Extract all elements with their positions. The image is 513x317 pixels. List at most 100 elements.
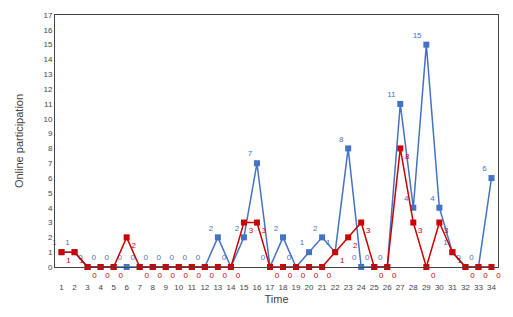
svg-text:4: 4 <box>404 194 409 203</box>
svg-text:3: 3 <box>262 226 267 235</box>
svg-text:25: 25 <box>370 283 379 292</box>
svg-text:1: 1 <box>300 238 305 247</box>
svg-text:24: 24 <box>357 283 366 292</box>
svg-text:15: 15 <box>43 40 52 49</box>
svg-text:0: 0 <box>301 271 306 280</box>
svg-text:0: 0 <box>183 253 188 262</box>
svg-text:6: 6 <box>124 283 129 292</box>
svg-text:8: 8 <box>150 283 155 292</box>
svg-text:20: 20 <box>305 283 314 292</box>
svg-text:0: 0 <box>171 271 176 280</box>
svg-text:4: 4 <box>430 194 435 203</box>
svg-text:4: 4 <box>48 204 53 213</box>
svg-text:1: 1 <box>48 248 53 257</box>
svg-text:0: 0 <box>48 263 53 272</box>
svg-text:3: 3 <box>85 283 90 292</box>
svg-text:1: 1 <box>52 238 57 247</box>
svg-text:8: 8 <box>405 152 410 161</box>
svg-text:21: 21 <box>318 283 327 292</box>
svg-text:11: 11 <box>44 100 53 109</box>
svg-text:5: 5 <box>111 283 116 292</box>
svg-text:17: 17 <box>43 11 52 20</box>
svg-text:0: 0 <box>78 253 83 262</box>
svg-text:0: 0 <box>197 271 202 280</box>
svg-text:31: 31 <box>448 283 457 292</box>
svg-text:0: 0 <box>91 253 96 262</box>
svg-text:0: 0 <box>314 271 319 280</box>
svg-text:1: 1 <box>443 238 448 247</box>
svg-text:3: 3 <box>444 226 449 235</box>
svg-text:0: 0 <box>379 271 384 280</box>
svg-text:0: 0 <box>223 271 228 280</box>
svg-text:0: 0 <box>92 271 97 280</box>
svg-text:0: 0 <box>184 271 189 280</box>
svg-text:2: 2 <box>353 241 358 250</box>
svg-text:8: 8 <box>339 135 344 144</box>
svg-text:16: 16 <box>43 26 52 35</box>
svg-text:16: 16 <box>253 283 262 292</box>
svg-text:14: 14 <box>226 283 235 292</box>
svg-text:3: 3 <box>366 226 371 235</box>
svg-text:7: 7 <box>248 149 253 158</box>
svg-text:15: 15 <box>239 283 248 292</box>
svg-text:0: 0 <box>288 271 293 280</box>
svg-text:2: 2 <box>274 224 279 233</box>
svg-text:26: 26 <box>383 283 392 292</box>
svg-text:0: 0 <box>105 271 110 280</box>
svg-text:18: 18 <box>279 283 288 292</box>
svg-text:0: 0 <box>117 253 122 262</box>
svg-text:19: 19 <box>292 283 301 292</box>
svg-text:0: 0 <box>378 253 383 262</box>
svg-text:1: 1 <box>59 283 64 292</box>
svg-text:0: 0 <box>469 253 474 262</box>
svg-text:0: 0 <box>483 271 488 280</box>
svg-text:0: 0 <box>157 253 162 262</box>
svg-text:3: 3 <box>249 226 254 235</box>
svg-text:0: 0 <box>456 253 461 262</box>
svg-text:1: 1 <box>457 256 462 265</box>
svg-text:12: 12 <box>43 85 52 94</box>
svg-text:23: 23 <box>344 283 353 292</box>
svg-text:2: 2 <box>72 283 77 292</box>
svg-text:2: 2 <box>313 224 318 233</box>
svg-text:0: 0 <box>222 253 227 262</box>
svg-text:0: 0 <box>157 271 162 280</box>
svg-text:0: 0 <box>327 271 332 280</box>
svg-text:0: 0 <box>392 271 397 280</box>
svg-text:6: 6 <box>482 164 487 173</box>
svg-text:2: 2 <box>131 241 136 250</box>
svg-text:9: 9 <box>48 129 53 138</box>
svg-text:8: 8 <box>48 144 53 153</box>
svg-text:0: 0 <box>287 253 292 262</box>
svg-text:17: 17 <box>266 283 275 292</box>
svg-text:1: 1 <box>340 256 345 265</box>
svg-text:2: 2 <box>209 224 214 233</box>
svg-text:10: 10 <box>43 115 52 124</box>
svg-text:22: 22 <box>331 283 340 292</box>
svg-text:12: 12 <box>200 283 209 292</box>
svg-text:7: 7 <box>137 283 142 292</box>
svg-text:33: 33 <box>474 283 483 292</box>
svg-text:3: 3 <box>418 226 423 235</box>
svg-text:11: 11 <box>387 90 396 99</box>
svg-text:30: 30 <box>435 283 444 292</box>
svg-text:2: 2 <box>48 233 53 242</box>
svg-text:Time: Time <box>264 293 288 305</box>
svg-text:0: 0 <box>196 253 201 262</box>
svg-text:0: 0 <box>236 271 241 280</box>
svg-text:1: 1 <box>66 256 71 265</box>
svg-text:0: 0 <box>352 253 357 262</box>
svg-text:0: 0 <box>144 253 149 262</box>
svg-text:27: 27 <box>396 283 405 292</box>
svg-text:1: 1 <box>65 238 70 247</box>
svg-text:7: 7 <box>48 159 53 168</box>
svg-text:0: 0 <box>470 271 475 280</box>
svg-text:28: 28 <box>409 283 418 292</box>
svg-text:0: 0 <box>104 253 109 262</box>
svg-text:1: 1 <box>326 238 331 247</box>
svg-text:4: 4 <box>98 283 103 292</box>
svg-text:0: 0 <box>496 271 501 280</box>
svg-text:2: 2 <box>235 224 240 233</box>
svg-text:3: 3 <box>48 218 53 227</box>
svg-text:0: 0 <box>130 253 135 262</box>
